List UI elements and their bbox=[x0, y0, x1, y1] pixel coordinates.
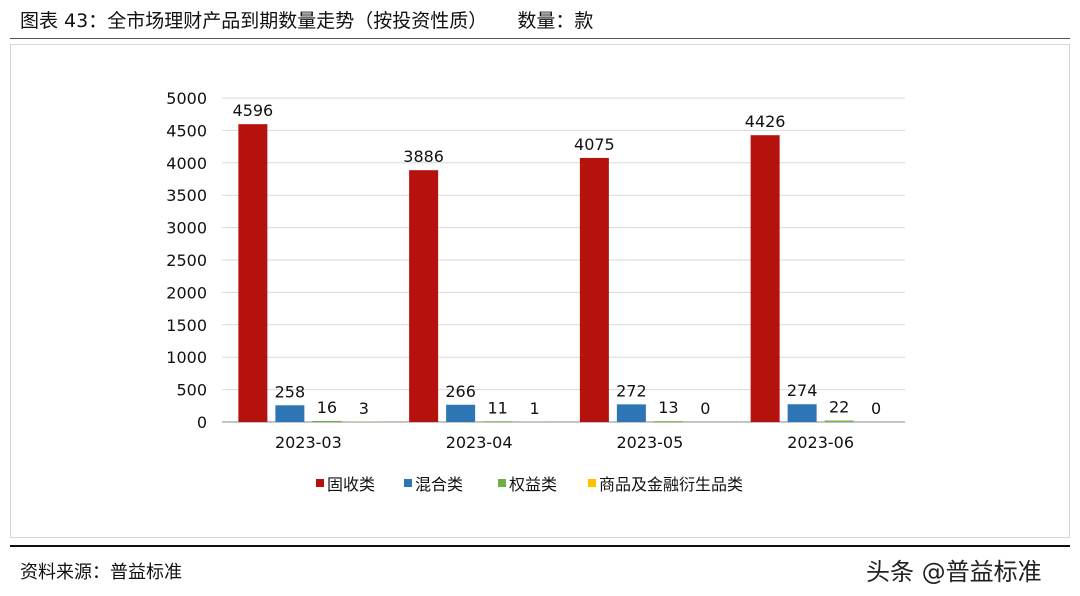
data-label: 3 bbox=[359, 399, 369, 418]
y-tick-label: 0 bbox=[197, 413, 207, 432]
data-label: 258 bbox=[275, 382, 306, 401]
bar bbox=[446, 404, 476, 422]
bar bbox=[824, 420, 854, 422]
x-tick-label: 2023-05 bbox=[616, 433, 683, 452]
legend-swatch bbox=[404, 479, 412, 487]
y-tick-label: 1000 bbox=[166, 348, 207, 367]
source-note: 资料来源：普益标准 bbox=[20, 562, 182, 583]
bar bbox=[238, 124, 268, 422]
bar bbox=[653, 421, 683, 422]
data-label: 4075 bbox=[574, 135, 615, 154]
y-tick-label: 2000 bbox=[166, 283, 207, 302]
legend-swatch bbox=[588, 479, 596, 487]
title-text: 图表 43：全市场理财产品到期数量走势（按投资性质） bbox=[20, 10, 488, 32]
bar bbox=[750, 135, 780, 423]
data-label: 4596 bbox=[233, 101, 274, 120]
bar bbox=[483, 421, 513, 422]
data-label: 11 bbox=[487, 398, 507, 417]
data-label: 266 bbox=[445, 382, 476, 401]
data-label: 0 bbox=[871, 399, 881, 418]
footer-divider bbox=[10, 545, 1070, 547]
data-label: 272 bbox=[616, 381, 647, 400]
bar bbox=[579, 157, 609, 422]
data-label: 4426 bbox=[745, 112, 786, 131]
data-label: 16 bbox=[317, 398, 337, 417]
data-label: 3886 bbox=[403, 147, 444, 166]
y-tick-label: 4500 bbox=[166, 121, 207, 140]
y-tick-label: 3500 bbox=[166, 186, 207, 205]
legend-label: 固收类 bbox=[327, 475, 375, 494]
x-tick-label: 2023-06 bbox=[787, 433, 854, 452]
chart-frame bbox=[10, 44, 1070, 538]
y-tick-label: 2500 bbox=[166, 251, 207, 270]
bar bbox=[787, 404, 817, 422]
y-tick-label: 4000 bbox=[166, 154, 207, 173]
watermark: 头条 @普益标准 bbox=[866, 558, 1042, 586]
unit-text: 数量：款 bbox=[517, 10, 594, 32]
data-label: 1 bbox=[530, 399, 540, 418]
y-tick-label: 500 bbox=[176, 381, 207, 400]
x-tick-label: 2023-04 bbox=[446, 433, 513, 452]
bar bbox=[312, 420, 342, 422]
legend-label: 混合类 bbox=[415, 475, 463, 494]
y-tick-label: 5000 bbox=[166, 89, 207, 108]
legend-swatch bbox=[316, 479, 324, 487]
x-tick-label: 2023-03 bbox=[275, 433, 342, 452]
data-label: 13 bbox=[658, 398, 678, 417]
data-label: 22 bbox=[829, 398, 849, 417]
bar bbox=[409, 170, 439, 422]
legend-label: 权益类 bbox=[509, 475, 557, 494]
data-label: 274 bbox=[787, 381, 818, 400]
title-divider bbox=[10, 38, 1070, 39]
data-label: 0 bbox=[700, 399, 710, 418]
bar bbox=[616, 404, 646, 422]
legend-swatch bbox=[498, 479, 506, 487]
legend-label: 商品及金融衍生品类 bbox=[599, 475, 743, 494]
y-tick-label: 1500 bbox=[166, 316, 207, 335]
bar bbox=[275, 405, 305, 422]
chart-title: 图表 43：全市场理财产品到期数量走势（按投资性质） 数量：款 bbox=[20, 6, 593, 33]
y-tick-label: 3000 bbox=[166, 219, 207, 238]
